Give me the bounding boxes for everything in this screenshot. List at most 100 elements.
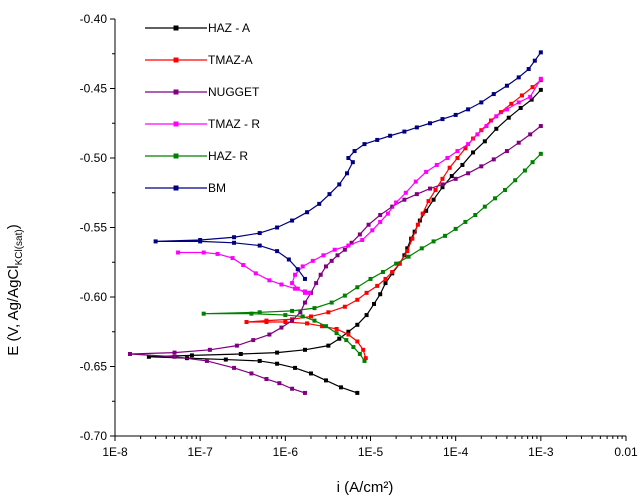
data-point (402, 129, 407, 134)
legend-marker (173, 25, 179, 31)
legend-marker (173, 89, 179, 95)
data-point (302, 276, 307, 281)
data-point (234, 343, 239, 348)
data-point (518, 105, 523, 110)
data-point (312, 318, 317, 323)
data-point (460, 162, 465, 167)
data-point (453, 176, 458, 181)
data-point (320, 324, 325, 329)
series-line (129, 125, 542, 394)
data-point (323, 324, 328, 329)
data-point (295, 286, 300, 291)
data-point (342, 293, 347, 298)
data-point (257, 231, 262, 236)
legend-marker (173, 153, 179, 159)
data-point (323, 378, 328, 383)
data-point (198, 238, 203, 243)
data-point (506, 115, 511, 120)
data-point (344, 338, 349, 343)
data-point (189, 353, 194, 358)
data-point (516, 75, 521, 80)
data-point (302, 290, 307, 295)
axes: 1E-8 1E-7 1E-6 1E-5 1E-4 1E-3 0.01 -0.70-0.65-… (80, 12, 638, 459)
data-point (275, 361, 280, 366)
data-point (290, 281, 295, 286)
data-point (300, 314, 305, 319)
data-point (447, 165, 452, 170)
data-point (257, 243, 262, 248)
y-axis-label-close: ) (5, 224, 22, 229)
data-point (286, 257, 291, 262)
data-point (153, 239, 158, 244)
data-point (419, 246, 424, 251)
data-point (283, 320, 288, 325)
data-point (479, 164, 484, 169)
legend-item: NUGGET (145, 85, 260, 99)
data-point (290, 386, 295, 391)
data-point (440, 117, 445, 122)
data-point (538, 87, 543, 92)
data-point (366, 222, 371, 227)
data-point (493, 196, 498, 201)
data-point (406, 254, 411, 259)
data-point (388, 133, 393, 138)
data-point (342, 247, 347, 252)
data-point (426, 199, 431, 204)
data-point (350, 160, 355, 165)
data-point (201, 311, 206, 316)
data-point (253, 271, 258, 276)
data-point (370, 228, 375, 233)
data-point (394, 200, 399, 205)
data-point (326, 343, 331, 348)
data-point (264, 377, 269, 382)
series-line (203, 153, 542, 362)
data-point (372, 301, 377, 306)
data-point (482, 204, 487, 209)
data-point (360, 238, 365, 243)
series-line (178, 78, 542, 294)
plot-area (128, 50, 543, 395)
data-point (491, 92, 496, 97)
data-point (351, 345, 356, 350)
data-point (264, 318, 269, 323)
data-point (522, 168, 527, 173)
data-point (342, 304, 347, 309)
y-axis-ticks: -0.70 -0.65 -0.60 -0.55 -0.50 -0.45 -0.40 (80, 12, 115, 443)
data-point (471, 150, 476, 155)
legend-label: BM (208, 181, 226, 195)
data-point (346, 156, 351, 160)
data-point (375, 283, 380, 288)
data-point (453, 226, 458, 231)
data-point (302, 390, 307, 395)
data-point (368, 276, 373, 281)
data-point (267, 278, 272, 283)
data-point (327, 192, 332, 197)
data-point (346, 332, 351, 337)
legend-item: TMAZ - R (145, 117, 260, 131)
series-tmaz-a (244, 78, 543, 361)
x-tick-label: 1E-3 (528, 445, 554, 459)
series-nugget (128, 124, 543, 395)
data-point (308, 371, 313, 376)
legend: HAZ - A TMAZ-A NUGGET TMAZ - R HAZ- R BM (145, 21, 260, 195)
x-tick-label: 1E-5 (358, 445, 384, 459)
y-tick-label: -0.50 (80, 151, 108, 165)
legend-label: NUGGET (208, 85, 260, 99)
data-point (223, 357, 228, 362)
data-point (318, 272, 323, 277)
data-point (516, 100, 521, 105)
data-point (332, 247, 337, 252)
data-point (538, 76, 543, 81)
data-point (428, 121, 433, 126)
y-tick-label: -0.40 (80, 12, 108, 26)
data-point (390, 269, 395, 274)
data-point (357, 351, 362, 356)
data-point (383, 276, 388, 281)
data-point (504, 107, 509, 112)
data-point (275, 350, 280, 355)
data-point (329, 258, 334, 263)
data-point (390, 204, 395, 209)
data-point (455, 156, 460, 160)
data-point (277, 381, 282, 386)
